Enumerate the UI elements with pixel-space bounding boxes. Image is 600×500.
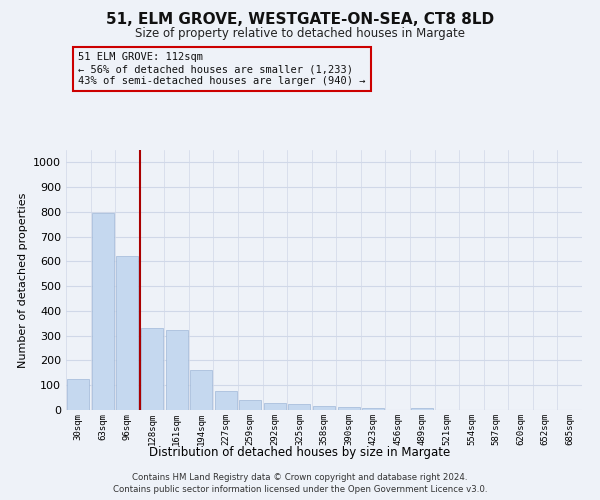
Bar (264, 404, 286, 410)
Bar (411, 408, 433, 410)
Bar (116, 256, 139, 410)
Bar (289, 404, 310, 410)
Text: Contains HM Land Registry data © Crown copyright and database right 2024.: Contains HM Land Registry data © Crown c… (132, 472, 468, 482)
Text: Size of property relative to detached houses in Margate: Size of property relative to detached ho… (135, 28, 465, 40)
Bar (166, 330, 188, 410)
Bar (215, 392, 237, 410)
Y-axis label: Number of detached properties: Number of detached properties (17, 192, 28, 368)
Text: 51, ELM GROVE, WESTGATE-ON-SEA, CT8 8LD: 51, ELM GROVE, WESTGATE-ON-SEA, CT8 8LD (106, 12, 494, 28)
Text: Distribution of detached houses by size in Margate: Distribution of detached houses by size … (149, 446, 451, 459)
Text: Contains public sector information licensed under the Open Government Licence v3: Contains public sector information licen… (113, 485, 487, 494)
Text: 51 ELM GROVE: 112sqm
← 56% of detached houses are smaller (1,233)
43% of semi-de: 51 ELM GROVE: 112sqm ← 56% of detached h… (78, 52, 365, 86)
Bar (92, 213, 114, 410)
Bar (67, 379, 89, 410)
Bar (239, 400, 262, 410)
Bar (338, 407, 359, 410)
Bar (313, 406, 335, 410)
Bar (362, 408, 384, 410)
Bar (141, 328, 163, 410)
Bar (190, 370, 212, 410)
